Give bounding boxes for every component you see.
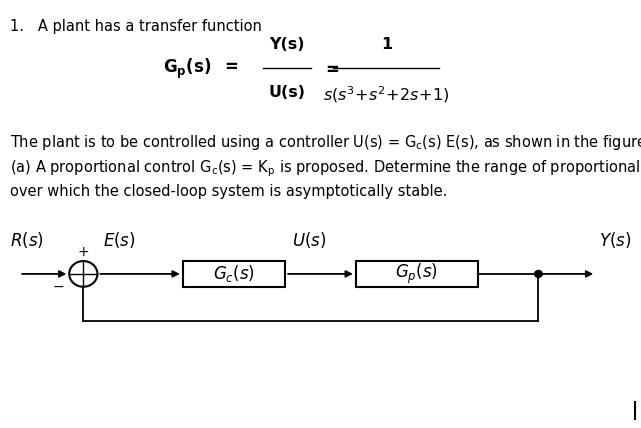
- FancyBboxPatch shape: [183, 261, 285, 287]
- Text: $G_p(s)$: $G_p(s)$: [395, 262, 438, 286]
- Text: $\mathbf{=}$: $\mathbf{=}$: [322, 59, 339, 77]
- Ellipse shape: [535, 270, 542, 277]
- FancyBboxPatch shape: [356, 261, 478, 287]
- Text: $U(s)$: $U(s)$: [292, 230, 326, 250]
- Text: U(s): U(s): [269, 85, 306, 100]
- Text: 1: 1: [381, 37, 392, 52]
- Text: $s(s^3\!+\!s^2\!+\!2s\!+\!1)$: $s(s^3\!+\!s^2\!+\!2s\!+\!1)$: [323, 85, 450, 105]
- Text: The plant is to be controlled using a controller U(s) = G$_\mathregular{c}$(s) E: The plant is to be controlled using a co…: [10, 133, 641, 152]
- Text: −: −: [53, 280, 64, 294]
- Text: $\mathbf{G_p(s)}$  $\mathbf{=}$: $\mathbf{G_p(s)}$ $\mathbf{=}$: [163, 56, 239, 80]
- Text: $Y(s)$: $Y(s)$: [599, 230, 632, 250]
- Text: $G_c(s)$: $G_c(s)$: [213, 263, 255, 285]
- Text: +: +: [78, 245, 89, 259]
- Text: Y(s): Y(s): [269, 37, 305, 52]
- Text: (a) A proportional control G$_\mathregular{c}$(s) = K$_\mathregular{p}$ is propo: (a) A proportional control G$_\mathregul…: [10, 158, 641, 179]
- Text: $E(s)$: $E(s)$: [103, 230, 135, 250]
- Text: $R(s)$: $R(s)$: [10, 230, 44, 250]
- Text: over which the closed-loop system is asymptotically stable.: over which the closed-loop system is asy…: [10, 184, 447, 199]
- Text: 1.   A plant has a transfer function: 1. A plant has a transfer function: [10, 19, 262, 34]
